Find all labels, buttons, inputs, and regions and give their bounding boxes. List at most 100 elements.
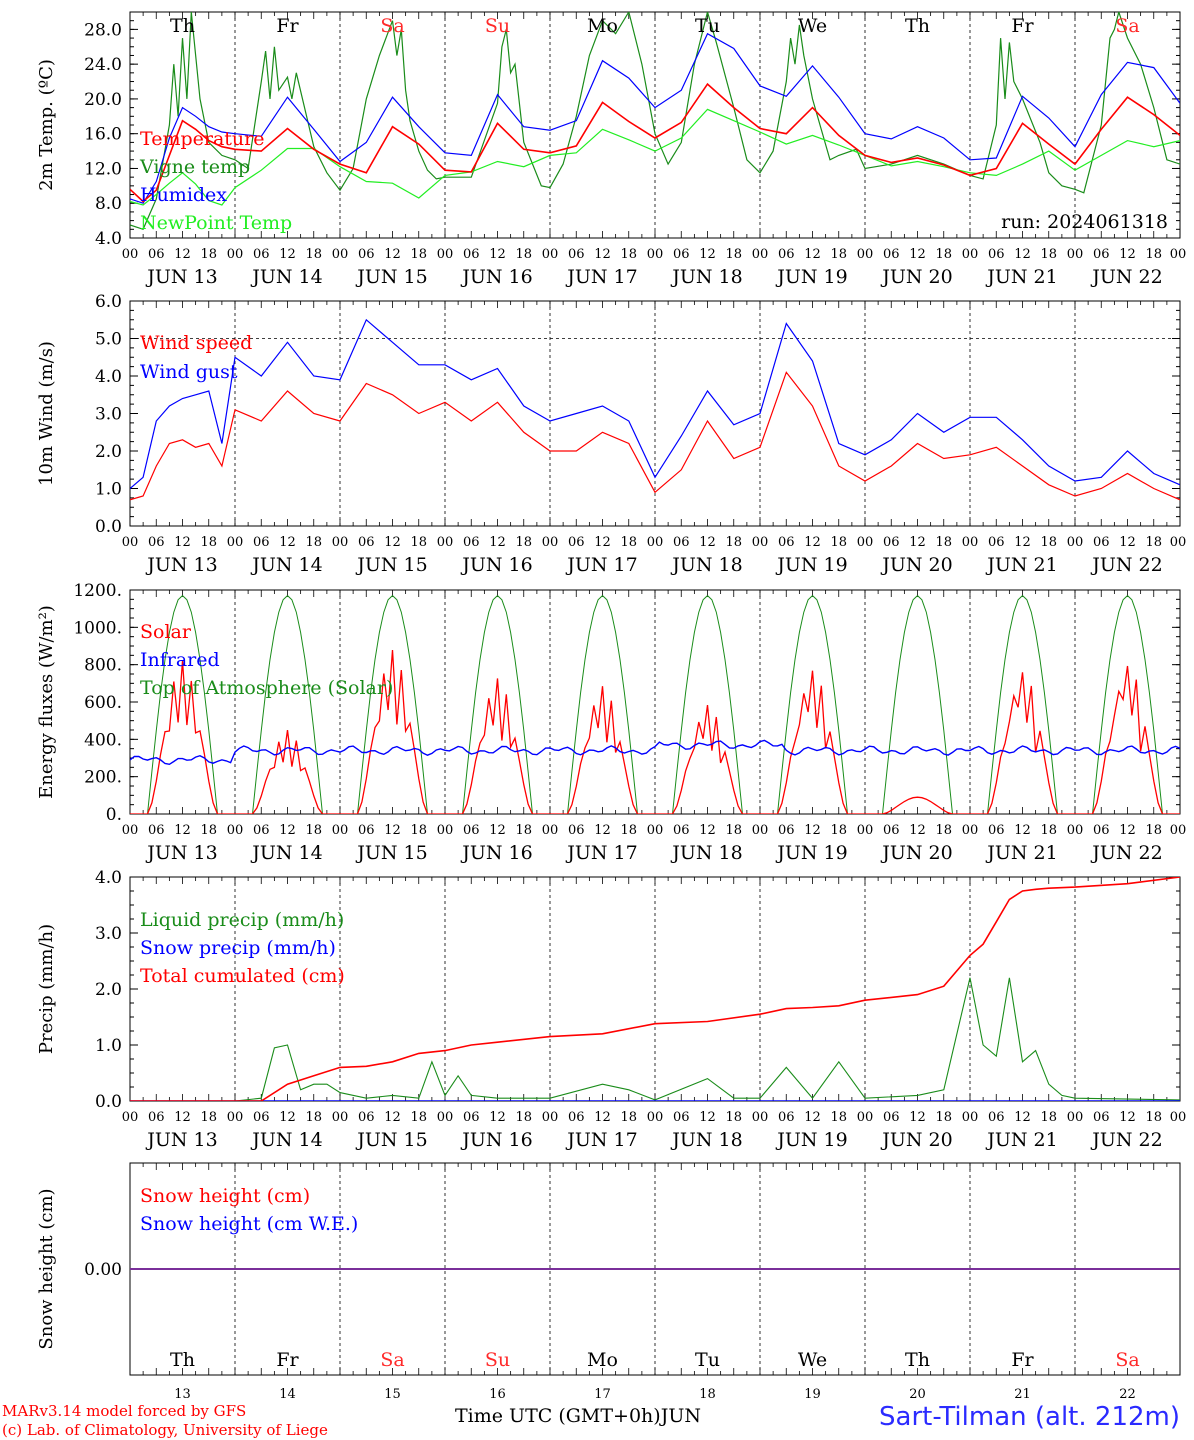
- x-date-label: JUN 17: [565, 1129, 637, 1151]
- legend-entry: Snow precip (mm/h): [140, 937, 336, 959]
- x-date-label: JUN 19: [775, 842, 847, 864]
- x-hour-label: 12: [1119, 535, 1136, 550]
- x-date-label: JUN 17: [565, 554, 637, 576]
- x-hour-label: 12: [909, 1110, 926, 1125]
- weekday-label: Th: [170, 15, 195, 37]
- x-hour-label: 12: [384, 247, 401, 262]
- x-hour-label: 06: [1093, 535, 1110, 550]
- x-hour-label: 12: [699, 1110, 716, 1125]
- legend-entry: Snow height (cm): [140, 1185, 310, 1207]
- y-tick-label: 0.0: [95, 1092, 122, 1112]
- x-date-label: JUN 13: [145, 554, 217, 576]
- weekday-label: Sa: [1115, 15, 1139, 37]
- x-hour-label: 00: [647, 535, 664, 550]
- x-hour-label: 12: [489, 535, 506, 550]
- x-hour-label: 12: [594, 247, 611, 262]
- day-number-label: 14: [279, 1387, 296, 1402]
- station-name: Sart-Tilman (alt. 212m): [879, 1402, 1180, 1432]
- x-date-label: JUN 15: [355, 1129, 427, 1151]
- y-axis-label: Energy fluxes (W/m²): [36, 605, 57, 799]
- x-hour-label: 06: [463, 247, 480, 262]
- x-hour-label: 18: [305, 1110, 322, 1125]
- x-hour-label: 12: [699, 535, 716, 550]
- x-hour-label: 06: [883, 535, 900, 550]
- x-hour-label: 18: [305, 247, 322, 262]
- x-hour-label: 12: [1014, 535, 1031, 550]
- x-hour-label: 18: [725, 247, 742, 262]
- x-hour-label: 06: [778, 1110, 795, 1125]
- x-hour-label: 00: [752, 247, 769, 262]
- day-number-label: 21: [1014, 1387, 1031, 1402]
- x-hour-label: 00: [437, 535, 454, 550]
- x-hour-label: 00: [752, 535, 769, 550]
- x-date-label: JUN 17: [565, 842, 637, 864]
- x-hour-label: 00: [542, 1110, 559, 1125]
- x-hour-label: 12: [1119, 1110, 1136, 1125]
- x-hour-label: 18: [725, 823, 742, 838]
- x-date-label: JUN 13: [145, 1129, 217, 1151]
- x-date-label: JUN 22: [1090, 554, 1162, 576]
- x-date-label: JUN 16: [460, 1129, 532, 1151]
- x-date-label: JUN 21: [985, 554, 1057, 576]
- x-date-label: JUN 14: [250, 1129, 322, 1151]
- x-hour-label: 12: [279, 1110, 296, 1125]
- x-date-label: JUN 14: [250, 842, 322, 864]
- x-hour-label: 06: [673, 1110, 690, 1125]
- x-hour-label: 06: [778, 823, 795, 838]
- x-hour-label: 00: [857, 1110, 874, 1125]
- y-tick-label: 400.: [84, 730, 122, 750]
- x-hour-label: 12: [279, 823, 296, 838]
- x-hour-label: 18: [410, 823, 427, 838]
- x-date-label: JUN 20: [880, 266, 952, 288]
- x-hour-label: 06: [988, 823, 1005, 838]
- x-hour-label: 06: [253, 535, 270, 550]
- y-axis-label: 10m Wind (m/s): [36, 341, 57, 486]
- y-tick-label: 16.0: [84, 125, 122, 145]
- x-hour-label: 18: [620, 823, 637, 838]
- y-axis-label: 2m Temp. (ºC): [36, 59, 57, 191]
- x-date-label: JUN 21: [985, 266, 1057, 288]
- x-hour-label: 00: [227, 247, 244, 262]
- weekday-label: Sa: [380, 15, 404, 37]
- x-date-label: JUN 13: [145, 842, 217, 864]
- y-tick-label: 0.00: [84, 1260, 122, 1280]
- x-hour-label: 00: [437, 247, 454, 262]
- x-hour-label: 18: [1145, 247, 1162, 262]
- y-tick-label: 12.0: [84, 159, 122, 179]
- x-date-label: JUN 15: [355, 842, 427, 864]
- x-hour-label: 06: [1093, 1110, 1110, 1125]
- x-hour-label: 00: [542, 247, 559, 262]
- x-hour-label: 06: [253, 1110, 270, 1125]
- lab-credit: (c) Lab. of Climatology, University of L…: [2, 1421, 328, 1439]
- weekday-label: Fr: [276, 15, 299, 37]
- x-hour-label: 18: [410, 247, 427, 262]
- x-hour-label: 06: [148, 535, 165, 550]
- x-hour-label: 00: [122, 823, 139, 838]
- x-hour-label: 00: [437, 823, 454, 838]
- x-hour-label: 18: [1040, 247, 1057, 262]
- x-date-label: JUN 22: [1090, 266, 1162, 288]
- x-hour-label: 06: [148, 1110, 165, 1125]
- x-hour-label: 06: [673, 247, 690, 262]
- x-hour-label: 00: [962, 1110, 979, 1125]
- x-date-label: JUN 21: [985, 842, 1057, 864]
- x-hour-label: 12: [174, 1110, 191, 1125]
- x-hour-label: 00: [962, 823, 979, 838]
- x-date-label: JUN 20: [880, 1129, 952, 1151]
- x-date-label: JUN 13: [145, 266, 217, 288]
- x-hour-label: 12: [594, 535, 611, 550]
- x-hour-label: 00: [857, 823, 874, 838]
- y-tick-label: 600.: [84, 693, 122, 713]
- x-hour-label: 00: [122, 1110, 139, 1125]
- x-hour-label: 00: [647, 823, 664, 838]
- x-hour-label: 12: [489, 823, 506, 838]
- x-hour-label: 18: [620, 1110, 637, 1125]
- x-hour-label: 06: [673, 535, 690, 550]
- x-hour-label: 12: [804, 535, 821, 550]
- x-hour-label: 18: [620, 535, 637, 550]
- x-hour-label: 12: [1014, 247, 1031, 262]
- y-axis-label: Precip (mm/h): [36, 924, 57, 1054]
- x-hour-label: 12: [279, 535, 296, 550]
- x-hour-label: 06: [358, 823, 375, 838]
